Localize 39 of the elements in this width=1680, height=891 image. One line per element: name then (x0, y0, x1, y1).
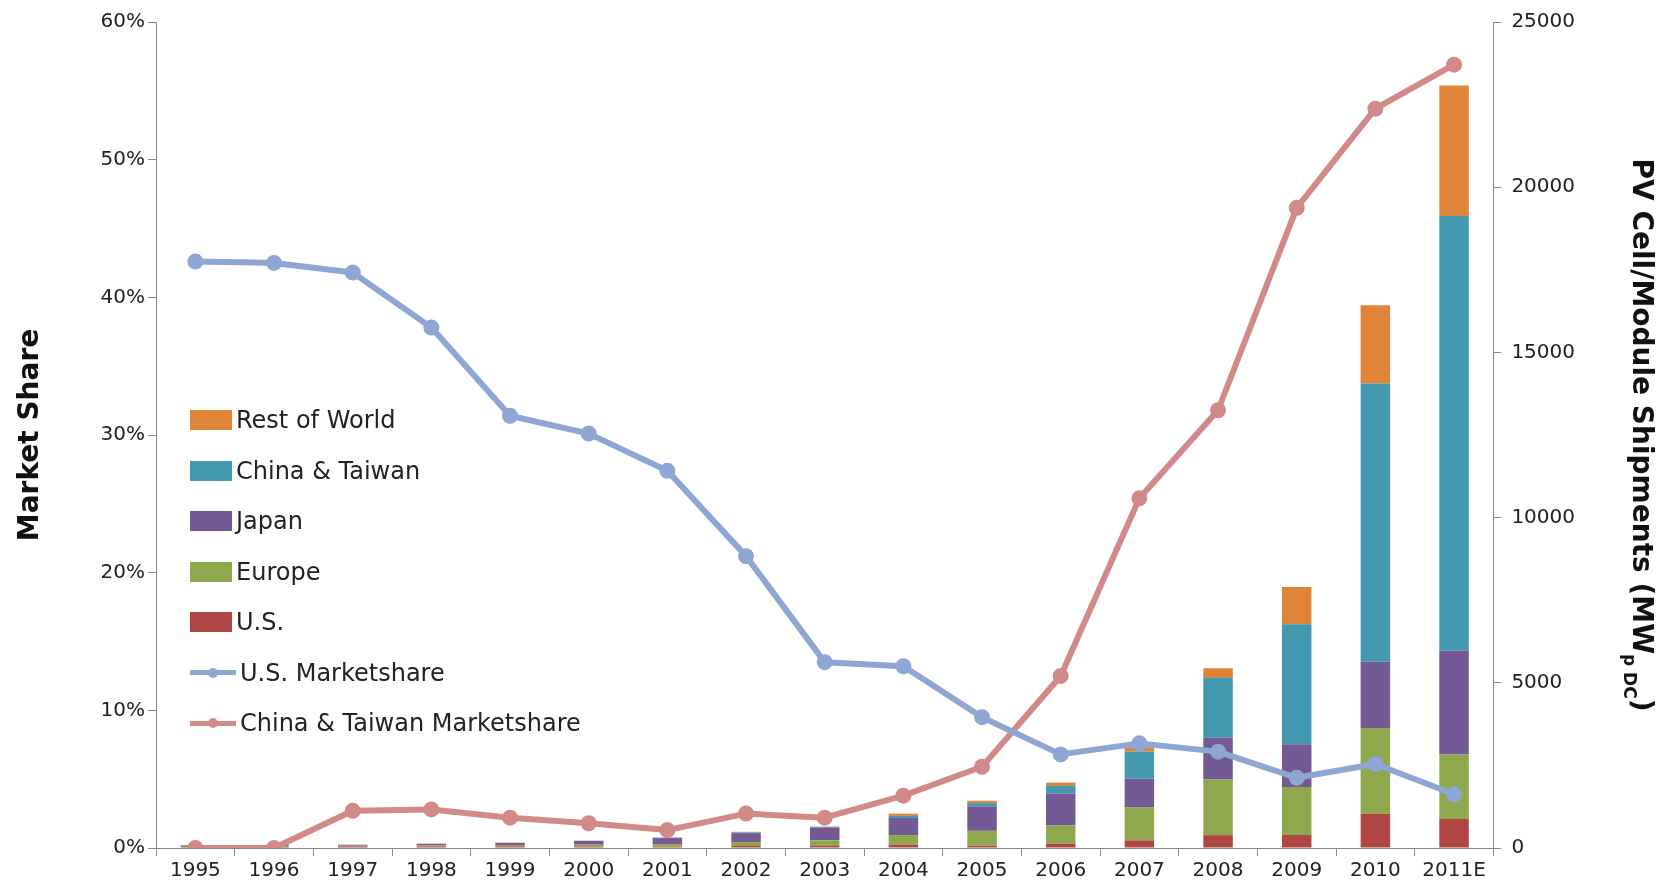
x-tick-label: 2002 (720, 857, 772, 882)
y2-tick-label: 15000 (1511, 338, 1575, 363)
x-tick-label: 1996 (248, 857, 300, 882)
y-tick-label: 30% (100, 421, 146, 446)
x-tick-label: 2003 (799, 857, 851, 882)
x-tick-label: 2004 (877, 857, 929, 882)
legend-label: U.S. (236, 608, 285, 637)
x-tick-label: 1999 (484, 857, 536, 882)
legend-label: Europe (236, 557, 321, 586)
y-tick-label: 20% (100, 558, 146, 583)
y2-tick-label: 5000 (1511, 669, 1563, 693)
x-tick-label: 2001 (641, 857, 693, 882)
y-tick-label: 10% (100, 696, 146, 721)
y2-tick-label: 25000 (1511, 8, 1575, 33)
y2-axis-title: PV Cell/Module Shipments (MWp DC) (1619, 158, 1659, 712)
x-tick-label: 2007 (1113, 857, 1165, 882)
y-tick-label: 60% (100, 8, 146, 33)
x-tick-label: 2005 (956, 857, 1008, 882)
legend-label: Rest of World (236, 406, 396, 435)
y2-tick-label: 20000 (1511, 173, 1575, 198)
x-tick-label: 2000 (563, 857, 615, 882)
x-tick-label: 1997 (327, 857, 379, 882)
y2-tick-label: 0 (1511, 834, 1525, 859)
x-tick-label: 2006 (1035, 857, 1087, 882)
x-tick-label: 2008 (1192, 857, 1244, 882)
y-tick-label: 50% (100, 145, 146, 170)
y-tick-label: 40% (100, 283, 146, 308)
x-tick-label: 1998 (405, 857, 457, 882)
x-tick-label: 2010 (1349, 857, 1401, 882)
y-axis-title: Market Share (12, 328, 46, 542)
legend-label: China & Taiwan Marketshare (240, 709, 581, 738)
x-tick-label: 2011E (1422, 857, 1486, 882)
legend-label: China & Taiwan (236, 456, 421, 485)
x-tick-label: 1995 (169, 857, 221, 882)
legend-label: Japan (236, 507, 303, 536)
legend-label: U.S. Marketshare (240, 658, 445, 687)
y2-tick-label: 10000 (1511, 503, 1575, 528)
y-tick-label: 0% (113, 834, 146, 859)
x-tick-label: 2009 (1271, 857, 1323, 882)
